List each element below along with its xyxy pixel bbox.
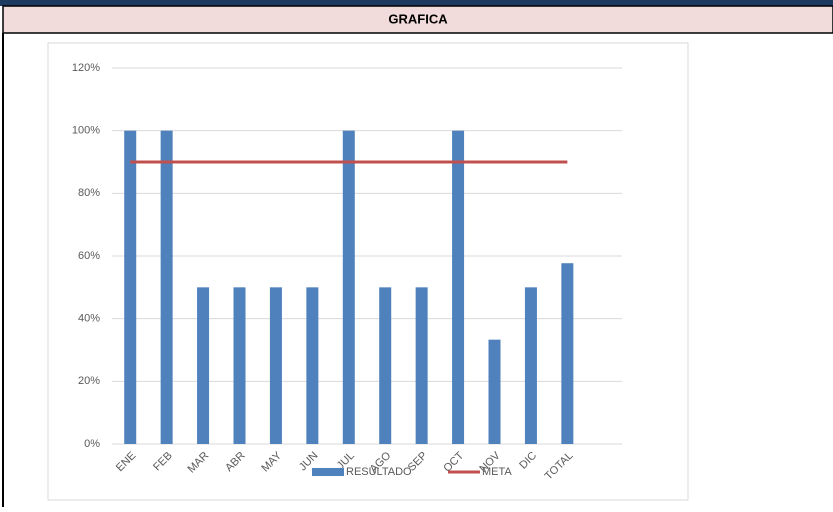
- bar: [379, 287, 392, 444]
- bar: [488, 339, 501, 444]
- bar: [197, 287, 210, 444]
- y-tick-label: 80%: [78, 187, 100, 199]
- bar: [160, 130, 173, 444]
- bar: [524, 287, 537, 444]
- bar: [233, 287, 246, 444]
- x-tick-label: DIC: [517, 450, 539, 472]
- x-tick-label: TOTAL: [543, 450, 576, 483]
- bar: [342, 130, 355, 444]
- legend-label: META: [482, 466, 512, 478]
- y-tick-label: 120%: [72, 62, 100, 74]
- bar: [561, 263, 574, 444]
- x-tick-label: MAR: [185, 450, 211, 476]
- y-tick-label: 60%: [78, 250, 100, 262]
- bar: [415, 287, 428, 444]
- y-tick-label: 20%: [78, 375, 100, 387]
- bar: [306, 287, 319, 444]
- x-tick-label: ABR: [223, 450, 248, 475]
- y-tick-label: 0%: [84, 438, 100, 450]
- legend-label: RESULTADO: [346, 466, 412, 478]
- bar: [124, 130, 137, 444]
- chart-frame: [47, 42, 689, 501]
- header-cell: [2, 5, 833, 34]
- x-tick-label: FEB: [151, 450, 175, 474]
- header-title: GRAFICA: [388, 11, 448, 26]
- top-band: [0, 0, 833, 6]
- y-tick-label: 40%: [78, 313, 100, 325]
- bar: [269, 287, 282, 444]
- x-tick-label: MAY: [259, 449, 284, 474]
- y-tick-label: 100%: [72, 125, 100, 137]
- legend-swatch: [312, 468, 344, 476]
- bar: [452, 130, 465, 444]
- x-tick-label: ENE: [114, 450, 138, 474]
